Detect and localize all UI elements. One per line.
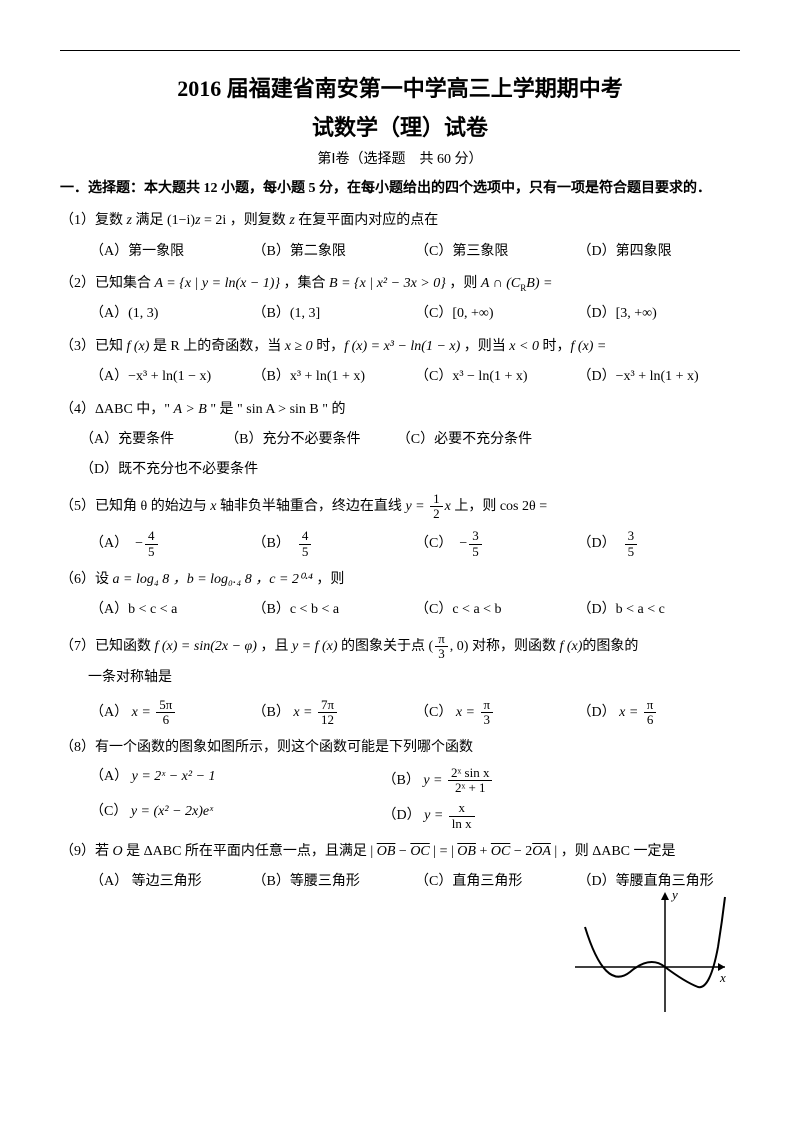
q5-stem: （5）已知角 θ 的始边与 x 轴非负半轴重合，终边在直线 y = 12x 上，…	[60, 492, 740, 522]
q1-options: （A）第一象限 （B）第二象限 （C）第三象限 （D）第四象限	[90, 241, 740, 263]
q8-opt-c: （C） y = (x² − 2x)eˣ	[90, 801, 383, 831]
svg-text:x: x	[719, 970, 726, 985]
q4-options: （A）充要条件 （B）充分不必要条件 （C）必要不充分条件 （D）既不充分也不必…	[80, 429, 740, 482]
q1-opt-c: （C）第三象限	[415, 241, 578, 263]
q4-stem: （4）ΔABC 中，" A > B " 是 " sin A > sin B " …	[60, 399, 740, 421]
q7-stem: （7）已知函数 f (x) = sin(2x − φ) ，且 y = f (x)…	[60, 632, 740, 662]
q2-opt-a: （A）(1, 3)	[90, 303, 253, 325]
q7-opt-a: （A） x = 5π6	[90, 698, 253, 728]
q2-options: （A）(1, 3) （B）(1, 3] （C）[0, +∞) （D）[3, +∞…	[90, 303, 740, 325]
q9-stem: （9）若 O 是 ΔABC 所在平面内任意一点，且满足 | OB − OC | …	[60, 841, 740, 863]
q6-opt-d: （D）b < a < c	[578, 599, 741, 621]
q8-opt-a: （A） y = 2ˣ − x² − 1	[90, 766, 383, 796]
q2-opt-d: （D）[3, +∞)	[578, 303, 741, 325]
q1-opt-d: （D）第四象限	[578, 241, 741, 263]
q3-options: （A）−x³ + ln(1 − x) （B）x³ + ln(1 + x) （C）…	[90, 366, 740, 388]
q3-opt-b: （B）x³ + ln(1 + x)	[253, 366, 416, 388]
q8-stem: （8）有一个函数的图象如图所示，则这个函数可能是下列哪个函数	[60, 737, 740, 759]
q4-opt-c: （C）必要不充分条件	[397, 429, 569, 451]
q2-opt-b: （B）(1, 3]	[253, 303, 416, 325]
q3-opt-d: （D）−x³ + ln(1 + x)	[578, 366, 741, 388]
q7-opt-d: （D） x = π6	[578, 698, 741, 728]
q7-options: （A） x = 5π6 （B） x = 7π12 （C） x = π3 （D） …	[90, 698, 740, 728]
q8-graph: x y	[570, 887, 730, 1017]
section-heading: 一．选择题：本大题共 12 小题，每小题 5 分，在每小题给出的四个选项中，只有…	[60, 178, 740, 200]
q8-options: （A） y = 2ˣ − x² − 1 （B） y = 2ˣ sin x2ˣ +…	[90, 766, 740, 831]
q6-stem: （6）设 a = log₄ 8 ，b = log₀.₄ 8 ，c = 2⁰·⁴ …	[60, 569, 740, 591]
q6-opt-c: （C）c < a < b	[415, 599, 578, 621]
q3-opt-c: （C）x³ − ln(1 + x)	[415, 366, 578, 388]
q2-opt-c: （C）[0, +∞)	[415, 303, 578, 325]
title-line-1: 2016 届福建省南安第一中学高三上学期期中考	[60, 71, 740, 106]
q7-opt-b: （B） x = 7π12	[253, 698, 416, 728]
q5-opt-c: （C） −35	[415, 529, 578, 559]
q3-stem: （3）已知 f (x) 是 R 上的奇函数，当 x ≥ 0 时，f (x) = …	[60, 336, 740, 358]
svg-text:y: y	[670, 887, 678, 902]
q5-opt-d: （D） 35	[578, 529, 741, 559]
q5-opt-a: （A） −45	[90, 529, 253, 559]
q8-opt-d: （D） y = xln x	[383, 801, 676, 831]
q3-opt-a: （A）−x³ + ln(1 − x)	[90, 366, 253, 388]
q9-opt-a: （A） 等边三角形	[90, 871, 253, 893]
header-rule	[60, 50, 740, 51]
q9-opt-c: （C）直角三角形	[415, 871, 578, 893]
q4-opt-a: （A）充要条件	[80, 429, 225, 451]
q1-opt-b: （B）第二象限	[253, 241, 416, 263]
q7-stem-cont: 一条对称轴是	[88, 667, 740, 689]
q9-opt-b: （B）等腰三角形	[253, 871, 416, 893]
q2-stem: （2）已知集合 A = {x | y = ln(x − 1)} ，集合 B = …	[60, 273, 740, 295]
q6-opt-b: （B）c < b < a	[253, 599, 416, 621]
q1-opt-a: （A）第一象限	[90, 241, 253, 263]
q8-opt-b: （B） y = 2ˣ sin x2ˣ + 1	[383, 766, 676, 796]
q4-opt-d: （D）既不充分也不必要条件	[80, 459, 258, 481]
q5-options: （A） −45 （B） 45 （C） −35 （D） 35	[90, 529, 740, 559]
q4-opt-b: （B）充分不必要条件	[225, 429, 397, 451]
q6-options: （A）b < c < a （B）c < b < a （C）c < a < b （…	[90, 599, 740, 621]
title-line-2: 试数学（理）试卷	[60, 110, 740, 145]
subtitle: 第Ⅰ卷（选择题 共 60 分）	[60, 149, 740, 171]
q6-opt-a: （A）b < c < a	[90, 599, 253, 621]
q1-stem: （1）复数 z 满足 (1−i)z = 2i ，则复数 z 在复平面内对应的点在	[60, 210, 740, 232]
q5-opt-b: （B） 45	[253, 529, 416, 559]
q7-opt-c: （C） x = π3	[415, 698, 578, 728]
